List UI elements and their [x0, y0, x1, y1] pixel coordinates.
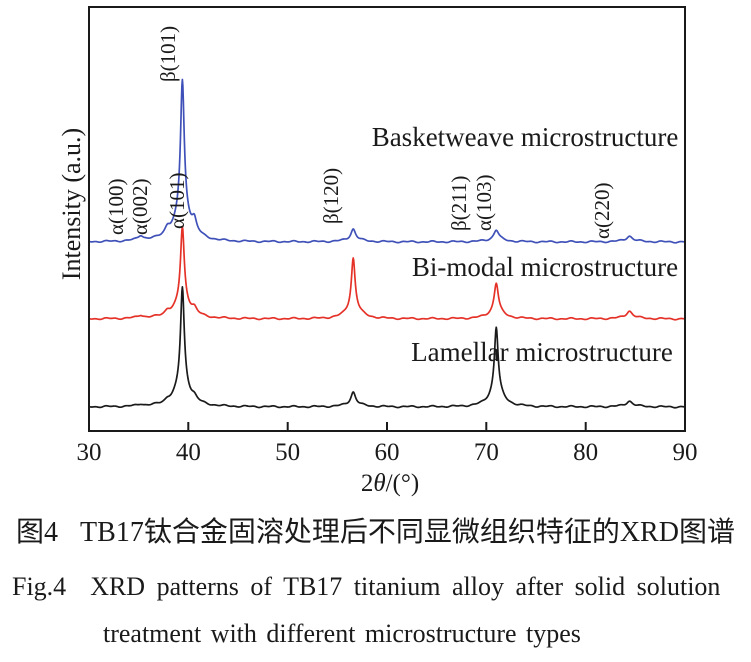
caption-chinese: 图4 TB17钛合金固溶处理后不同显微组织特征的XRD图谱: [0, 517, 751, 549]
caption-chinese-tag: 图4: [16, 517, 59, 548]
caption-english-line1: Fig.4 XRD patterns of TB17 titanium alloy…: [12, 571, 720, 603]
y-axis-label: Intensity (a.u.): [57, 127, 86, 281]
x-tick-label-90: 90: [672, 439, 698, 466]
x-tick-label-40: 40: [175, 439, 201, 466]
series-label-0: Basketweave microstructure: [371, 122, 679, 152]
peak-label-1: α(002): [128, 178, 152, 236]
x-tick-label-70: 70: [473, 439, 499, 466]
x-axis-label: 2θ/(°): [340, 470, 440, 498]
x-tick-label-50: 50: [275, 439, 301, 466]
x-axis-label-theta: θ: [373, 470, 386, 497]
xrd-curve-0: [88, 78, 686, 244]
caption-chinese-text: TB17钛合金固溶处理后不同显微组织特征的XRD图谱: [80, 517, 735, 548]
x-axis-label-prefix: 2: [360, 470, 374, 497]
xrd-plot: Intensity (a.u.) 30 40 50 60 70 80 90 2θ/(°) α…: [57, 6, 698, 498]
x-axis-label-suffix: /(°): [385, 470, 420, 497]
x-tick-label-30: 30: [76, 439, 102, 466]
peak-label-0: α(100): [104, 178, 128, 236]
series-label-2: Lamellar microstructure: [411, 337, 673, 367]
caption-english-line2: treatment with different microstructure …: [103, 619, 581, 648]
caption-english-tag: Fig.4: [12, 572, 67, 601]
x-tick-label-60: 60: [374, 439, 400, 466]
series-label-1: Bi-modal microstructure: [411, 252, 679, 282]
xrd-curve-1: [88, 225, 686, 321]
x-tick-label-80: 80: [573, 439, 599, 466]
xrd-curves-canvas: [88, 6, 686, 432]
x-axis-ticks: [88, 422, 686, 431]
peak-label-5: β(211): [447, 175, 471, 231]
peak-label-4: β(120): [319, 167, 343, 224]
caption-english-text1: XRD patterns of TB17 titanium alloy afte…: [90, 572, 721, 601]
xrd-curve-2: [88, 286, 686, 409]
peak-label-6: α(103): [472, 174, 496, 232]
peak-label-3: α(101): [165, 172, 189, 230]
